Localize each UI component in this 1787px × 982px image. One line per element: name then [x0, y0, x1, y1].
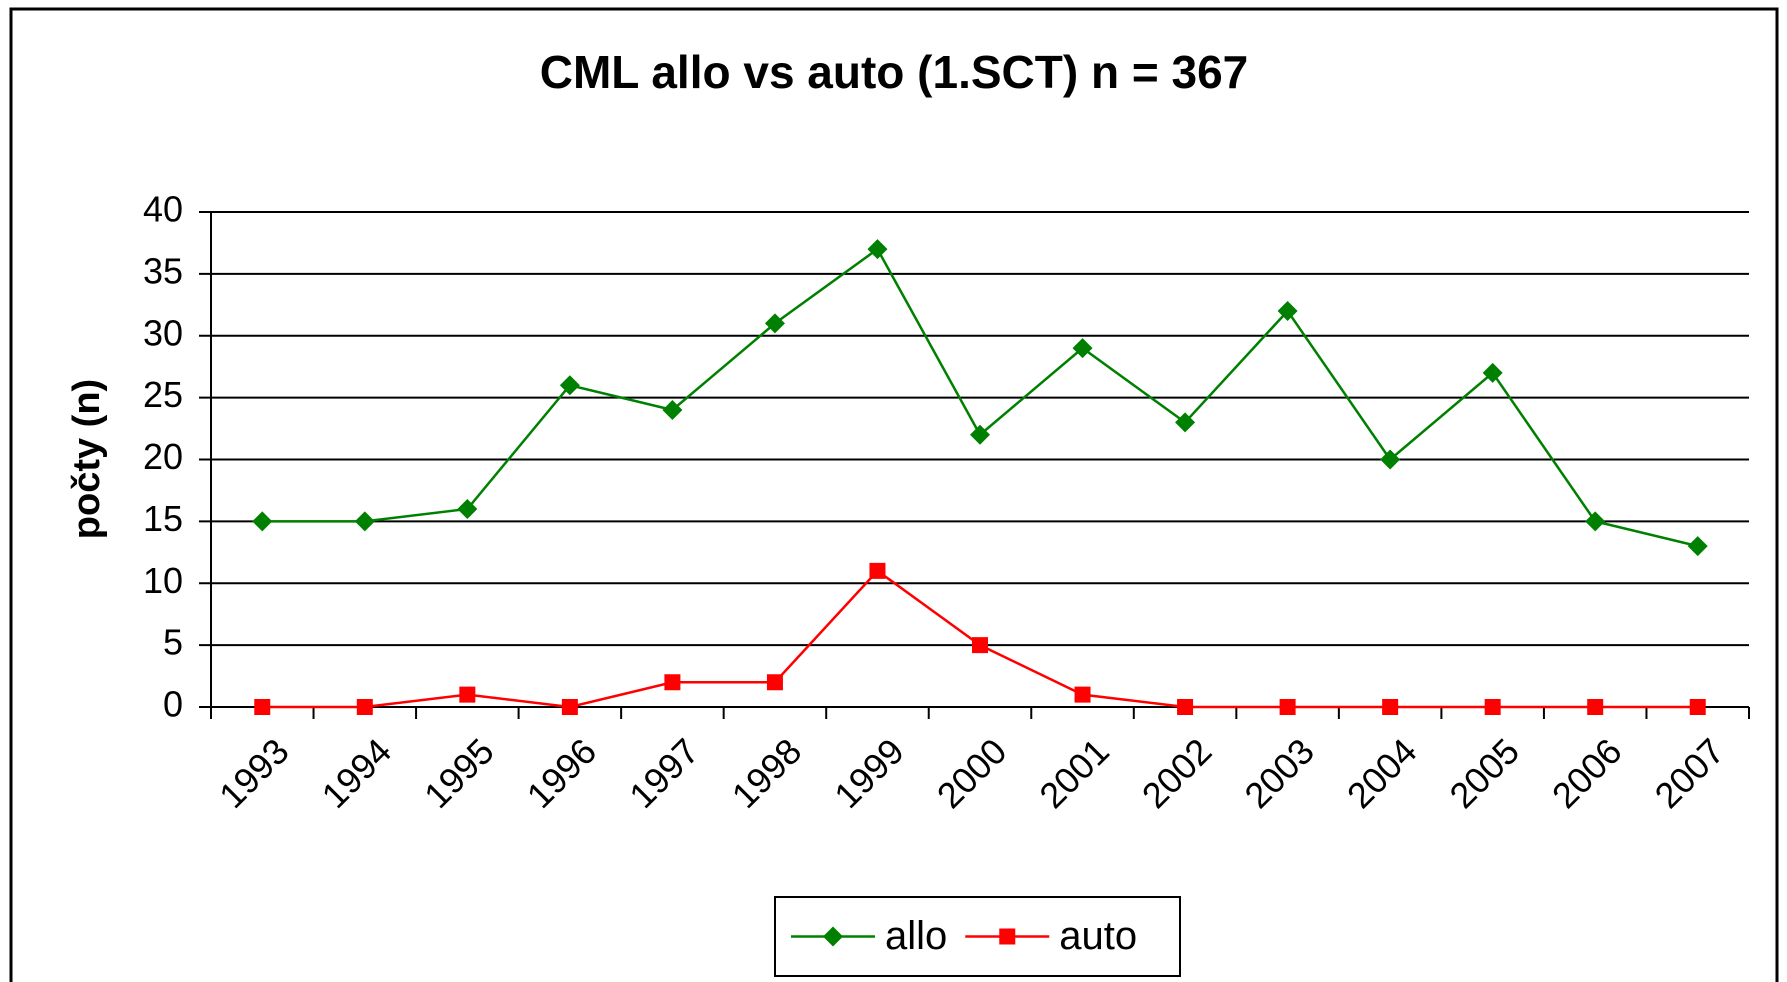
data-point [1177, 699, 1194, 715]
data-point [1279, 699, 1296, 715]
chart-title: CML allo vs auto (1.SCT) n = 367 [540, 46, 1249, 98]
data-point [1484, 699, 1501, 715]
data-point [1277, 301, 1298, 321]
data-point [1585, 511, 1606, 532]
data-point [867, 239, 888, 260]
data-point [869, 562, 886, 579]
data-point [354, 511, 375, 532]
legend-marker [999, 928, 1016, 945]
y-tick-label: 20 [143, 436, 183, 477]
y-tick-label: 25 [143, 374, 183, 415]
data-point [561, 699, 578, 715]
data-point [1175, 412, 1196, 433]
y-tick-label: 0 [163, 684, 183, 725]
data-point [254, 699, 271, 715]
data-point [766, 674, 783, 691]
y-tick-label: 10 [143, 560, 183, 601]
y-tick-label: 15 [143, 498, 183, 539]
legend-label: auto [1059, 914, 1137, 958]
data-point [559, 375, 580, 396]
data-point [972, 637, 988, 654]
data-point [252, 511, 273, 532]
y-tick-label: 40 [143, 189, 183, 230]
data-point [356, 699, 373, 715]
data-point [664, 674, 681, 691]
data-point [764, 313, 785, 334]
data-point [457, 499, 478, 519]
chart-frame [9, 7, 1779, 982]
legend-marker [823, 926, 843, 947]
data-point [1587, 699, 1604, 715]
data-point [1074, 686, 1091, 703]
y-tick-label: 35 [143, 250, 183, 291]
legend-label: allo [885, 914, 947, 958]
data-point [459, 686, 476, 703]
y-tick-label: 30 [143, 312, 183, 353]
y-axis-label: počty (n) [66, 379, 108, 539]
data-point [1482, 362, 1503, 383]
data-point [1072, 338, 1093, 359]
data-point [1689, 699, 1706, 715]
data-point [970, 424, 990, 445]
data-point [1687, 536, 1708, 557]
data-point [1382, 699, 1399, 715]
y-tick-label: 5 [163, 622, 183, 663]
data-point [1380, 449, 1401, 470]
data-point [662, 400, 683, 420]
